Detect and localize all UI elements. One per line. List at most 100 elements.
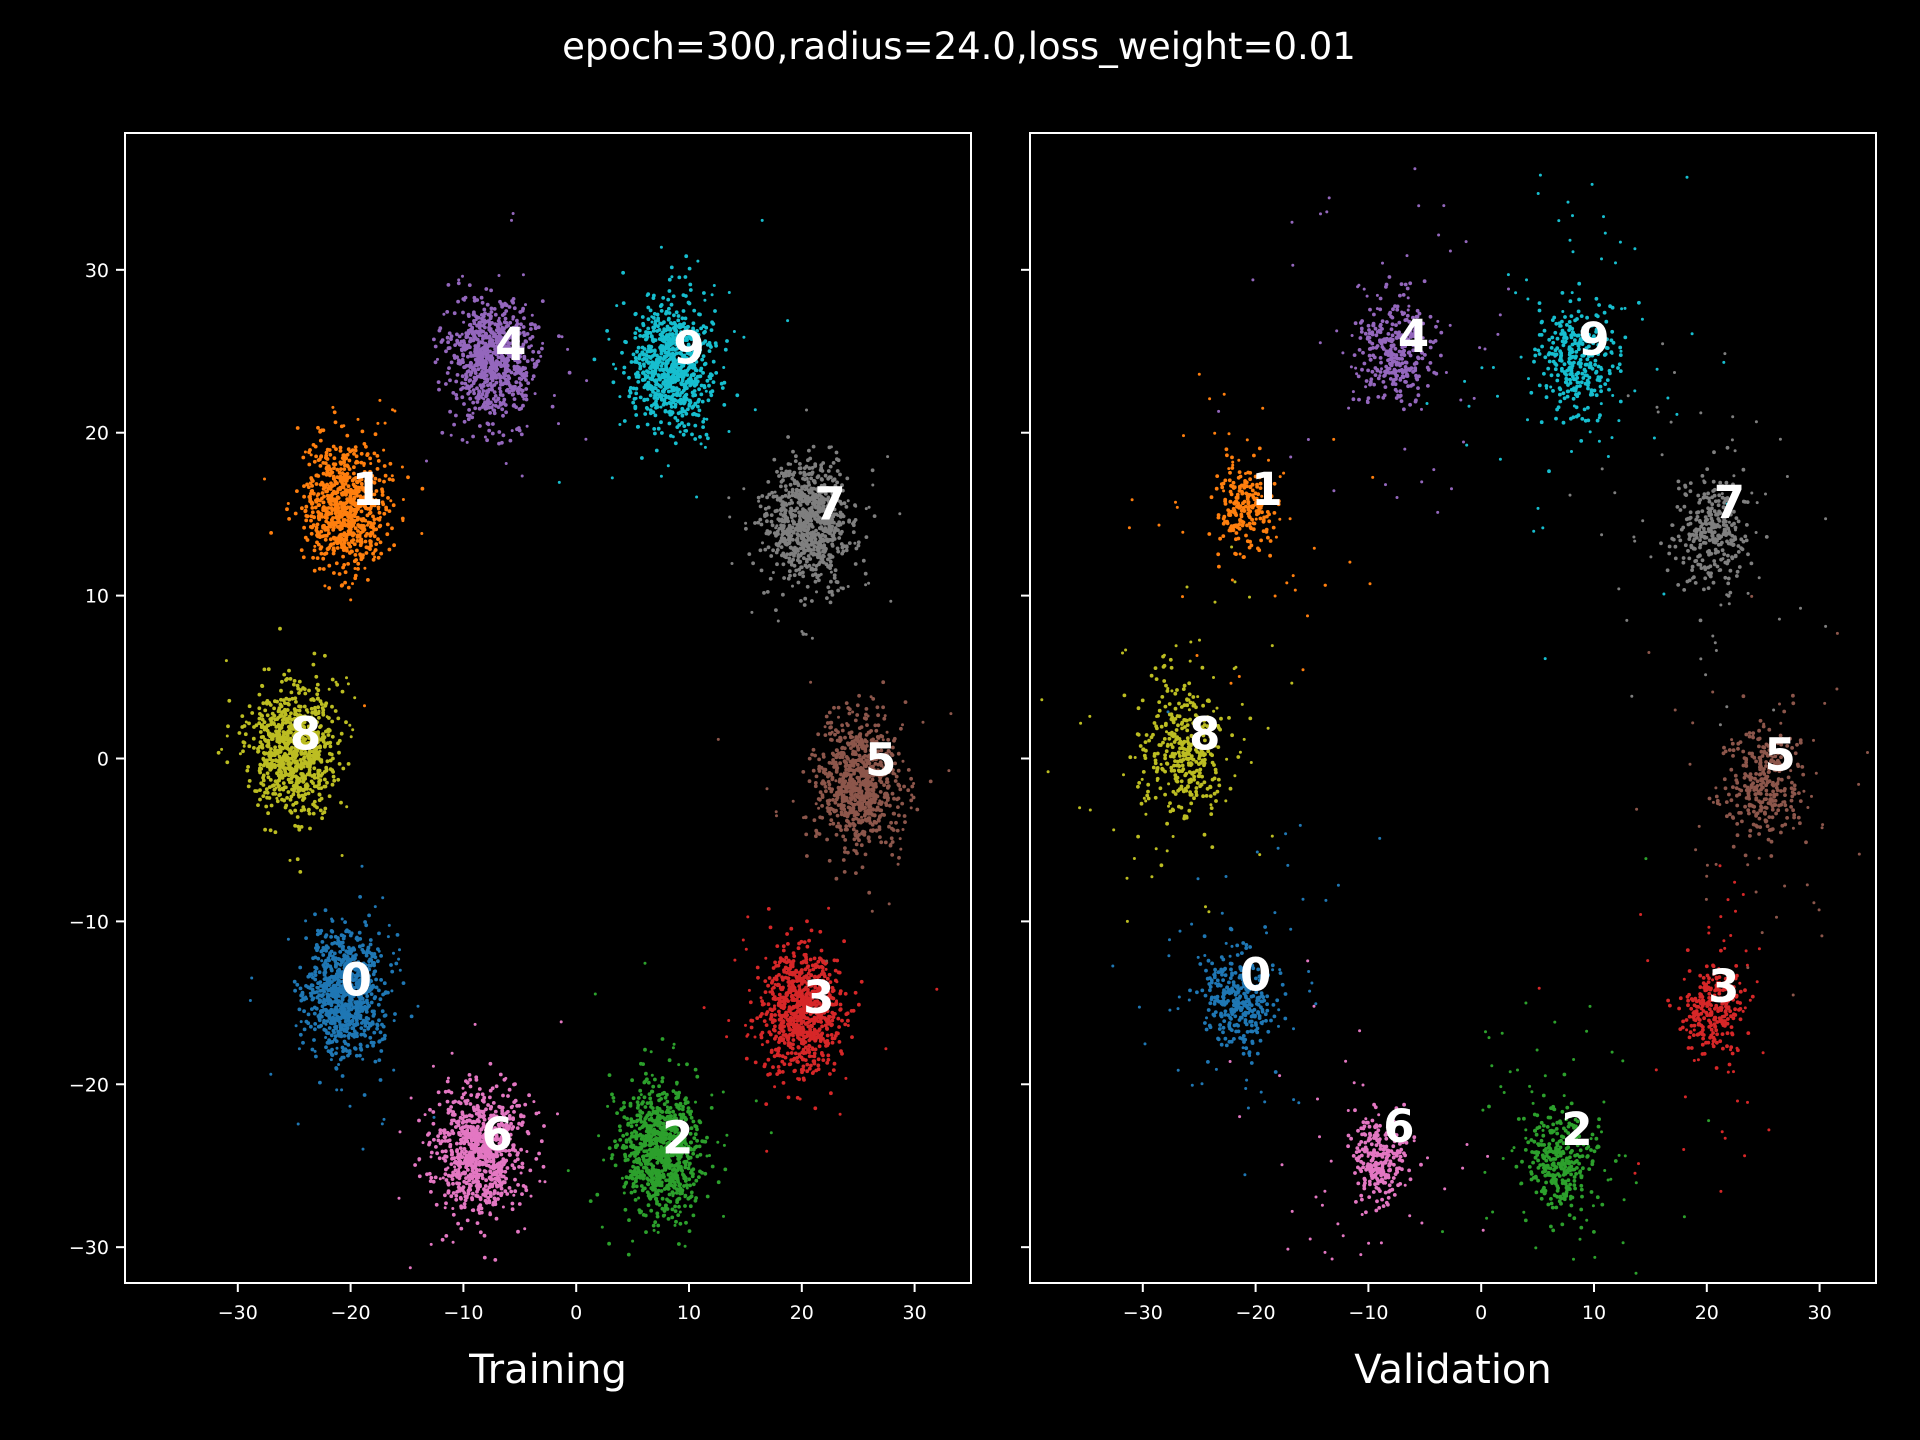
data-point bbox=[847, 711, 852, 716]
data-point bbox=[791, 979, 796, 984]
data-point bbox=[506, 374, 511, 379]
data-point bbox=[722, 1143, 726, 1147]
data-point bbox=[807, 1044, 812, 1049]
data-point bbox=[341, 484, 345, 489]
data-point bbox=[888, 843, 893, 848]
data-point bbox=[829, 1033, 834, 1037]
data-point bbox=[772, 985, 776, 990]
data-point bbox=[672, 1042, 676, 1046]
data-point bbox=[766, 983, 770, 988]
data-point bbox=[390, 989, 394, 993]
data-point bbox=[372, 517, 377, 522]
data-point bbox=[688, 1204, 693, 1209]
data-point bbox=[664, 1146, 669, 1151]
data-point bbox=[391, 503, 396, 508]
data-point bbox=[897, 813, 901, 818]
data-point bbox=[390, 969, 395, 974]
data-point bbox=[860, 815, 863, 819]
data-point bbox=[467, 323, 472, 327]
data-point bbox=[531, 349, 536, 354]
data-point bbox=[349, 598, 353, 602]
data-point bbox=[828, 725, 833, 730]
data-point bbox=[889, 820, 893, 825]
data-point bbox=[353, 1000, 358, 1005]
data-point bbox=[498, 299, 502, 304]
data-point bbox=[788, 990, 793, 994]
data-point bbox=[304, 504, 309, 509]
data-point bbox=[825, 837, 829, 842]
data-point bbox=[838, 824, 842, 829]
data-point bbox=[387, 477, 392, 482]
data-point bbox=[692, 1136, 697, 1140]
data-point bbox=[655, 1201, 659, 1206]
data-point bbox=[791, 970, 796, 975]
data-point bbox=[321, 461, 326, 465]
data-point bbox=[776, 963, 781, 968]
data-point bbox=[552, 394, 556, 397]
data-point bbox=[842, 813, 847, 818]
data-point bbox=[346, 1012, 351, 1017]
data-point bbox=[478, 356, 482, 361]
data-point bbox=[460, 374, 465, 379]
data-point bbox=[807, 968, 812, 973]
data-point bbox=[380, 489, 385, 494]
data-point bbox=[831, 1068, 836, 1072]
data-point bbox=[325, 992, 330, 996]
data-point bbox=[363, 704, 366, 708]
data-point bbox=[819, 957, 823, 961]
data-point bbox=[828, 822, 832, 826]
data-point bbox=[889, 836, 894, 841]
data-point bbox=[646, 1182, 651, 1187]
data-point bbox=[693, 1198, 698, 1203]
data-point bbox=[384, 505, 388, 510]
data-point bbox=[626, 1252, 631, 1257]
data-point bbox=[685, 1062, 689, 1067]
data-point bbox=[896, 768, 901, 773]
data-point bbox=[385, 522, 390, 527]
data-point bbox=[375, 1023, 380, 1028]
data-point bbox=[342, 563, 347, 567]
data-point bbox=[319, 1009, 324, 1013]
data-point bbox=[843, 1022, 848, 1027]
data-point bbox=[420, 486, 425, 491]
data-point bbox=[491, 375, 495, 379]
data-point bbox=[361, 1057, 365, 1061]
data-point bbox=[364, 991, 369, 995]
data-point bbox=[666, 1153, 670, 1158]
data-point bbox=[355, 548, 359, 553]
data-point bbox=[647, 1092, 652, 1096]
data-point bbox=[331, 548, 336, 552]
data-point bbox=[458, 343, 463, 347]
data-point bbox=[373, 905, 377, 909]
data-point bbox=[521, 273, 525, 277]
data-point bbox=[465, 384, 470, 389]
data-point bbox=[292, 979, 297, 984]
data-point bbox=[653, 1220, 658, 1225]
data-point bbox=[470, 338, 474, 343]
data-point bbox=[646, 1203, 651, 1208]
data-point bbox=[805, 1030, 809, 1035]
data-point bbox=[373, 432, 378, 437]
data-point bbox=[812, 818, 817, 823]
data-point bbox=[304, 518, 309, 523]
data-point bbox=[294, 1024, 298, 1028]
data-point bbox=[871, 697, 876, 701]
data-point bbox=[832, 793, 837, 798]
data-point bbox=[830, 1040, 835, 1045]
data-point bbox=[872, 813, 877, 818]
data-point bbox=[811, 747, 816, 752]
data-point bbox=[374, 977, 378, 982]
data-point bbox=[340, 536, 344, 541]
data-point bbox=[452, 311, 457, 316]
data-point bbox=[649, 1150, 654, 1155]
data-point bbox=[837, 970, 842, 975]
data-point bbox=[855, 851, 859, 856]
data-point bbox=[834, 832, 839, 837]
data-point bbox=[817, 806, 821, 810]
data-point bbox=[639, 1093, 643, 1097]
data-point bbox=[791, 1038, 796, 1042]
data-point bbox=[668, 1148, 673, 1152]
data-point bbox=[795, 1019, 800, 1023]
data-point bbox=[362, 461, 366, 466]
data-point bbox=[637, 1196, 641, 1200]
